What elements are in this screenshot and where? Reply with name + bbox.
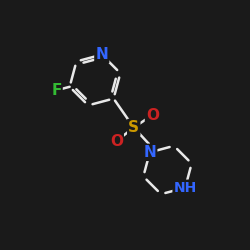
- Text: NH: NH: [174, 181, 197, 195]
- Text: N: N: [144, 145, 156, 160]
- Text: N: N: [96, 47, 108, 62]
- Text: O: O: [110, 134, 123, 149]
- Text: S: S: [128, 120, 139, 135]
- Text: F: F: [51, 83, 62, 98]
- Text: O: O: [146, 108, 159, 122]
